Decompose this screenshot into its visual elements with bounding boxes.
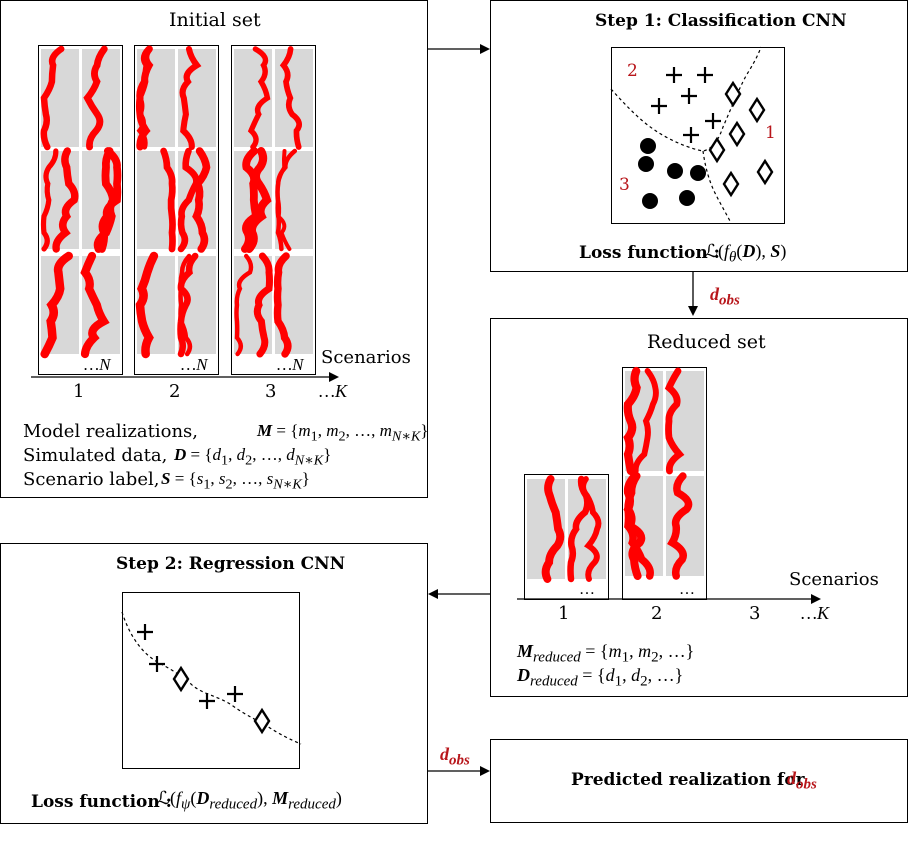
channel-shape (279, 46, 302, 150)
reduced-scenarios-label: Scenarios (789, 569, 879, 590)
channel-shape (623, 472, 646, 580)
initial-scenarios-label: Scenarios (321, 347, 411, 368)
reduced-set-box: Reduced set … … Scenarios 1 2 3 …K Mredu… (490, 318, 908, 697)
channel-shape (178, 253, 193, 357)
channel-shape (98, 147, 122, 253)
reduced-scenario-axis (517, 594, 821, 604)
dot-markers (638, 138, 706, 209)
step2-loss-label: Loss function : (31, 792, 172, 812)
regression-plot (122, 592, 300, 769)
channel-shape (245, 146, 272, 254)
scenario-label-eq: S = {s1, s2, …, sN∗K} (161, 469, 310, 493)
dobs-label-top: dobs (710, 284, 740, 309)
scenario-label-label: Scenario label, (23, 469, 160, 490)
channel-shape (177, 147, 200, 253)
reduced-set-tiles (527, 366, 704, 583)
channel-shape (667, 472, 693, 580)
channel-shape (136, 46, 151, 150)
step1-title: Step 1: Classification CNN (595, 11, 847, 31)
step2-title: Step 2: Regression CNN (116, 554, 346, 574)
plus-markers (651, 67, 721, 143)
class-label-3: 3 (619, 175, 630, 195)
channel-shape (40, 148, 59, 252)
regression-plot-marks (121, 611, 302, 745)
initial-scenario-2: 2 (169, 381, 181, 402)
class-label-2: 2 (627, 61, 638, 81)
predicted-box: Predicted realization for dobs (490, 739, 908, 823)
channel-shape (177, 252, 199, 358)
step1-loss-label: Loss function : (579, 243, 720, 263)
channel-shape (234, 253, 254, 357)
channel-shape (135, 251, 159, 359)
channel-shape (179, 45, 202, 151)
m-reduced-eq: Mreduced = {m1, m2, …} (517, 641, 695, 666)
step2-box: Step 2: Regression CNN Loss function : ℒ… (0, 543, 428, 824)
channel-shape (275, 149, 292, 251)
channel-shape (160, 147, 176, 253)
panel-3-end: …N (277, 355, 304, 374)
step2-loss-expr: ℒ(fψ(Dreduced), Mreduced) (157, 788, 342, 813)
dobs-label-bottom: dobs (440, 744, 470, 769)
initial-scenario-axis (31, 372, 339, 382)
reduced-set-title: Reduced set (647, 331, 766, 353)
channel-shape (632, 368, 659, 474)
regression-plus-markers (137, 624, 243, 709)
channel-shape (40, 251, 73, 359)
boundary-lower (702, 150, 732, 224)
predicted-dobs: dobs (787, 768, 817, 793)
reduced-axis-end: …K (801, 603, 830, 623)
channel-shape (52, 147, 79, 253)
channel-shape (580, 476, 602, 582)
channel-shape (541, 475, 565, 583)
step1-box: Step 1: Classification CNN (490, 0, 908, 272)
channel-shape (192, 147, 211, 253)
channel-shape (253, 252, 273, 358)
model-realizations-label: Model realizations, (23, 421, 199, 442)
panel-1-end: …N (84, 355, 111, 374)
channel-shape (623, 366, 641, 476)
classification-plot-marks (610, 46, 774, 224)
reduced-scenario-2: 2 (651, 603, 663, 624)
channel-shape (40, 45, 65, 151)
initial-set-title: Initial set (169, 9, 261, 31)
channel-shape (83, 45, 108, 151)
initial-scenario-3: 3 (265, 381, 277, 402)
step1-loss-expr: ℒ(fθ(D), S) (705, 241, 787, 266)
reduced-panel-1-end: … (579, 581, 595, 598)
initial-set-box: Initial set …N …N …N Scenarios 1 2 3 …K … (0, 0, 429, 498)
simulated-data-label: Simulated data, (23, 445, 168, 466)
simulated-data-eq: D = {d1, d2, …, dN∗K} (174, 445, 332, 469)
initial-set-tiles (40, 45, 313, 359)
channel-shape (241, 147, 261, 253)
predicted-label: Predicted realization for (571, 770, 805, 790)
initial-scenario-1: 1 (73, 381, 85, 402)
class-label-1: 1 (765, 123, 776, 143)
initial-axis-end: …K (319, 381, 348, 401)
model-realizations-eq: M = {m1, m2, …, mN∗K} (257, 421, 429, 445)
channel-shape (247, 46, 271, 150)
panel-2-end: …N (181, 355, 208, 374)
reduced-scenario-1: 1 (558, 603, 570, 624)
regression-diamond-markers (172, 665, 271, 735)
channel-shape (273, 252, 292, 358)
channel-shape (664, 367, 685, 475)
channel-shape (80, 251, 110, 359)
d-reduced-eq: Dreduced = {d1, d2, …} (517, 665, 684, 690)
diamond-markers (708, 80, 774, 198)
reduced-scenario-3: 3 (749, 603, 761, 624)
reduced-panel-2-end: … (679, 581, 695, 598)
